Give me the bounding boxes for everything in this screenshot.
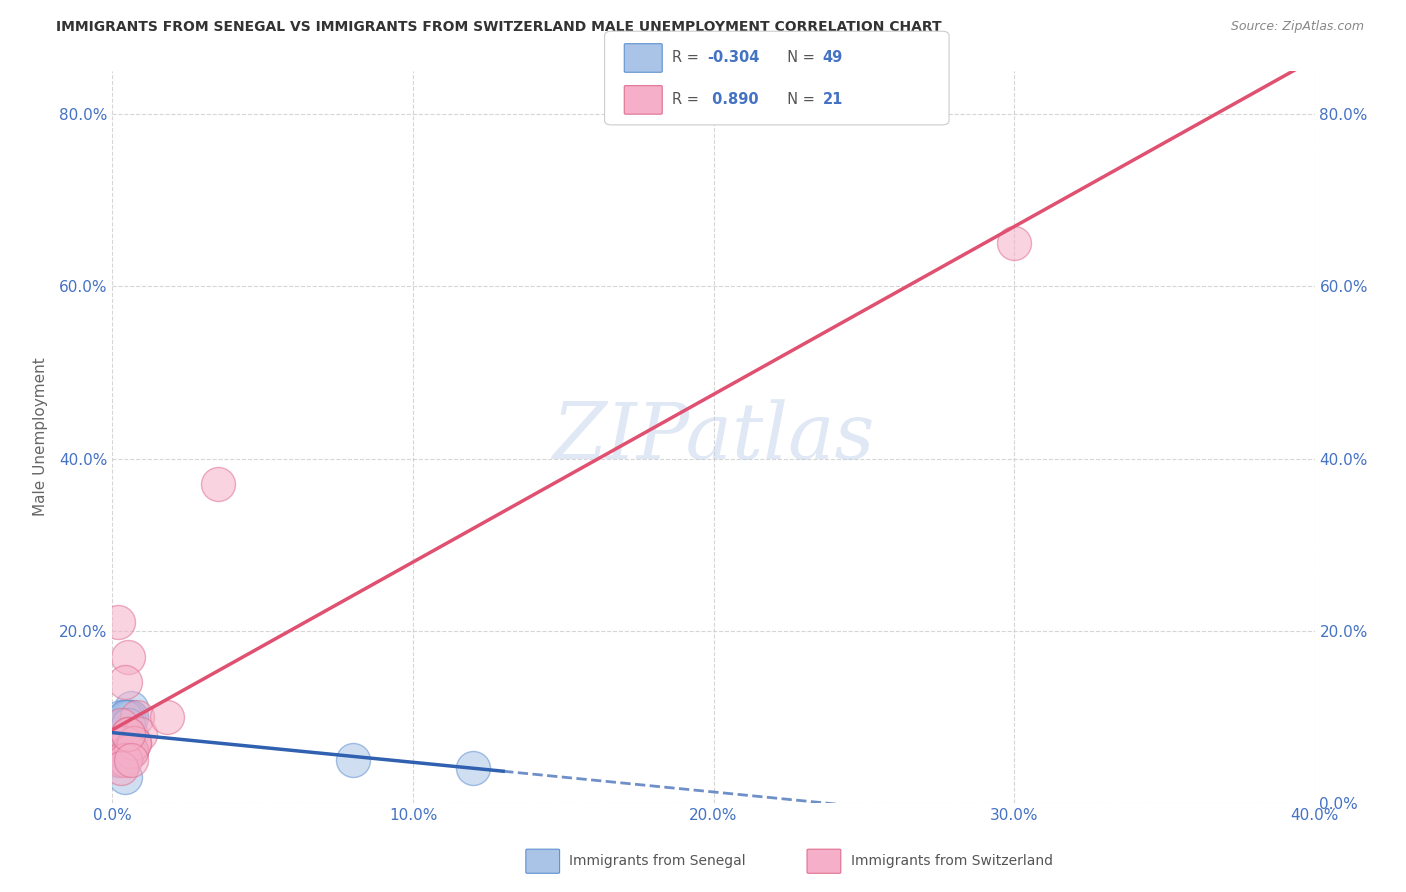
Point	[114, 718, 136, 732]
Point	[117, 727, 139, 741]
Point	[1002, 236, 1025, 251]
Text: Source: ZipAtlas.com: Source: ZipAtlas.com	[1230, 20, 1364, 33]
Point	[107, 744, 129, 758]
Point	[117, 649, 139, 664]
Point	[125, 710, 148, 724]
Point	[128, 727, 150, 741]
Point	[120, 710, 142, 724]
Point	[110, 727, 132, 741]
Point	[114, 710, 136, 724]
Point	[122, 735, 145, 749]
Text: 0.890: 0.890	[707, 93, 759, 107]
Point	[117, 744, 139, 758]
Text: N =: N =	[778, 51, 820, 65]
Text: Immigrants from Senegal: Immigrants from Senegal	[569, 855, 747, 868]
Y-axis label: Male Unemployment: Male Unemployment	[32, 358, 48, 516]
Text: IMMIGRANTS FROM SENEGAL VS IMMIGRANTS FROM SWITZERLAND MALE UNEMPLOYMENT CORRELA: IMMIGRANTS FROM SENEGAL VS IMMIGRANTS FR…	[56, 20, 942, 34]
Point	[117, 718, 139, 732]
Point	[110, 727, 132, 741]
Point	[117, 710, 139, 724]
Point	[107, 615, 129, 629]
Point	[114, 727, 136, 741]
Point	[110, 744, 132, 758]
Point	[117, 718, 139, 732]
Point	[117, 727, 139, 741]
Text: N =: N =	[778, 93, 820, 107]
Point	[107, 753, 129, 767]
Point	[120, 744, 142, 758]
Point	[120, 701, 142, 715]
Point	[114, 710, 136, 724]
Point	[120, 727, 142, 741]
Point	[114, 718, 136, 732]
Point	[110, 718, 132, 732]
Point	[114, 735, 136, 749]
Point	[114, 744, 136, 758]
Point	[155, 710, 177, 724]
Point	[120, 744, 142, 758]
Point	[110, 761, 132, 775]
Point	[114, 718, 136, 732]
Point	[117, 727, 139, 741]
Point	[114, 675, 136, 690]
Point	[117, 727, 139, 741]
Point	[110, 710, 132, 724]
Point	[110, 744, 132, 758]
Point	[114, 753, 136, 767]
Point	[107, 735, 129, 749]
Point	[110, 735, 132, 749]
Point	[117, 718, 139, 732]
Point	[461, 761, 484, 775]
Text: 21: 21	[823, 93, 842, 107]
Point	[114, 727, 136, 741]
Text: R =: R =	[672, 51, 703, 65]
Point	[110, 718, 132, 732]
Point	[114, 710, 136, 724]
Point	[114, 735, 136, 749]
Text: R =: R =	[672, 93, 703, 107]
Text: ZIPatlas: ZIPatlas	[553, 399, 875, 475]
Point	[114, 718, 136, 732]
Point	[120, 744, 142, 758]
Point	[110, 718, 132, 732]
Point	[110, 753, 132, 767]
Point	[122, 735, 145, 749]
Point	[117, 735, 139, 749]
Point	[110, 727, 132, 741]
Point	[117, 735, 139, 749]
Point	[110, 735, 132, 749]
Point	[114, 770, 136, 784]
Text: -0.304: -0.304	[707, 51, 759, 65]
Point	[114, 735, 136, 749]
Point	[110, 735, 132, 749]
Point	[117, 727, 139, 741]
Point	[117, 718, 139, 732]
Text: 49: 49	[823, 51, 842, 65]
Point	[117, 727, 139, 741]
Point	[110, 727, 132, 741]
Point	[207, 477, 229, 491]
Text: Immigrants from Switzerland: Immigrants from Switzerland	[851, 855, 1053, 868]
Point	[117, 718, 139, 732]
Point	[342, 753, 364, 767]
Point	[114, 735, 136, 749]
Point	[120, 710, 142, 724]
Point	[114, 727, 136, 741]
Point	[120, 753, 142, 767]
